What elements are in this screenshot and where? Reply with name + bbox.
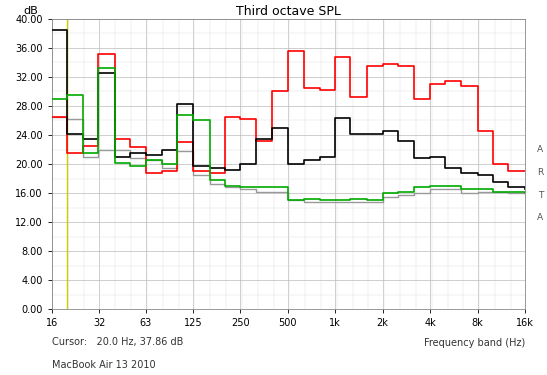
Text: R: R <box>537 168 543 177</box>
Text: T: T <box>538 190 543 200</box>
Text: MacBook Air 13 2010: MacBook Air 13 2010 <box>52 360 155 370</box>
Title: Third octave SPL: Third octave SPL <box>236 4 341 18</box>
Text: Cursor:   20.0 Hz, 37.86 dB: Cursor: 20.0 Hz, 37.86 dB <box>52 338 183 348</box>
Text: Frequency band (Hz): Frequency band (Hz) <box>424 338 525 348</box>
Text: dB: dB <box>24 6 38 16</box>
Text: A: A <box>537 146 543 154</box>
Text: A: A <box>537 213 543 222</box>
